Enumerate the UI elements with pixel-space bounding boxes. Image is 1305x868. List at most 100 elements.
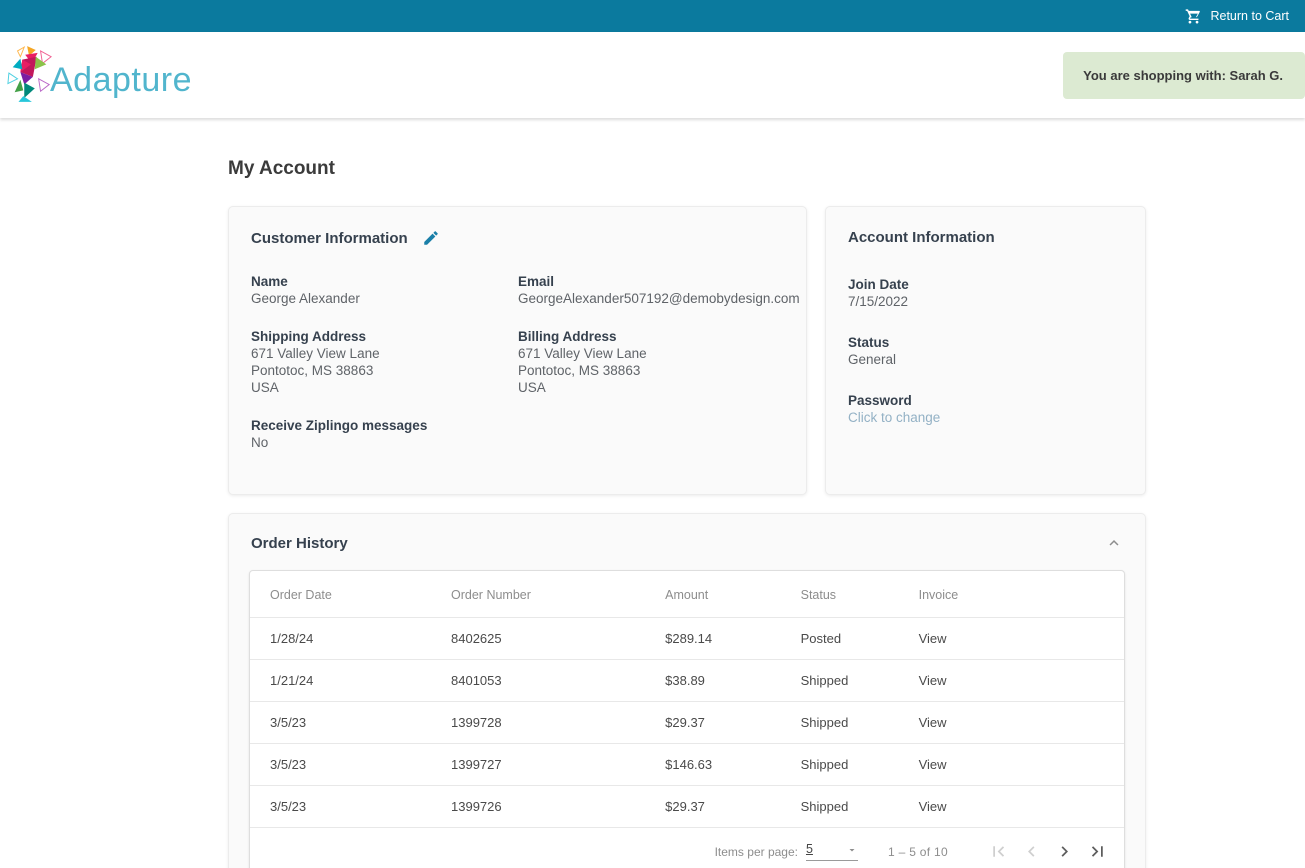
return-to-cart-button[interactable]: Return to Cart [1185, 8, 1289, 25]
logo-text: Adapture [50, 61, 192, 99]
col-order-number: Order Number [451, 588, 531, 602]
table-row: 1/28/24 8402625 $289.14 Posted View [250, 617, 1124, 660]
ziplingo-field: Receive Ziplingo messages No [251, 417, 518, 451]
order-date: 1/28/24 [250, 617, 452, 660]
dropdown-arrow-icon [849, 849, 855, 852]
name-field: Name George Alexander [251, 273, 518, 307]
password-field: Password Click to change [848, 392, 1123, 427]
chevron-right-icon [1061, 846, 1068, 857]
order-amount: $29.37 [665, 785, 801, 827]
edit-customer-info-button[interactable] [422, 229, 440, 247]
order-number: 1399728 [451, 701, 666, 744]
previous-page-button[interactable] [1015, 835, 1048, 868]
password-label: Password [848, 393, 912, 408]
name-label: Name [251, 274, 288, 289]
status-value: General [848, 352, 897, 367]
site-header: Adapture You are shopping with: Sarah G. [0, 32, 1305, 118]
first-page-button[interactable] [982, 835, 1015, 868]
billing-line-3: USA [518, 380, 546, 395]
items-per-page-value: 5 [805, 842, 813, 856]
name-value: George Alexander [251, 291, 360, 306]
billing-address-field: Billing Address 671 Valley View Lane Pon… [518, 328, 800, 396]
customer-information-card: Customer Information Name George Alexand… [228, 206, 807, 495]
col-order-date: Order Date [270, 588, 332, 602]
items-per-page-label: Items per page: [714, 844, 798, 859]
shipping-line-2: Pontotoc, MS 38863 [251, 363, 374, 378]
chevron-left-icon [1028, 846, 1035, 857]
collapse-order-history-button[interactable] [1105, 534, 1123, 552]
order-status: Shipped [800, 785, 919, 827]
email-value: GeorgeAlexander507192@demobydesign.com [518, 291, 800, 306]
pagination-range: 1 – 5 of 10 [887, 844, 948, 859]
email-field: Email GeorgeAlexander507192@demobydesign… [518, 273, 800, 307]
order-date: 3/5/23 [250, 785, 452, 827]
customer-information-title: Customer Information [251, 229, 408, 247]
join-date-value: 7/15/2022 [848, 294, 909, 309]
return-to-cart-label: Return to Cart [1210, 9, 1289, 23]
table-header-row: Order Date Order Number Amount Status In… [250, 571, 1124, 618]
last-page-icon [1091, 846, 1103, 857]
order-number: 1399727 [451, 743, 666, 786]
order-status: Shipped [800, 659, 919, 702]
pagination-bar: Items per page: 5 1 – 5 of 10 [250, 827, 1124, 868]
cart-icon [1185, 8, 1202, 25]
table-row: 3/5/23 1399727 $146.63 Shipped View [250, 743, 1124, 786]
table-row: 3/5/23 1399728 $29.37 Shipped View [250, 701, 1124, 744]
order-number: 8401053 [451, 659, 666, 702]
view-invoice-link[interactable]: View [918, 743, 1124, 786]
chevron-up-icon [1109, 540, 1119, 546]
order-amount: $289.14 [665, 617, 801, 660]
main-content: My Account Customer Information Name Geo… [228, 158, 1146, 868]
table-row: 1/21/24 8401053 $38.89 Shipped View [250, 659, 1124, 702]
view-invoice-link[interactable]: View [918, 785, 1124, 827]
join-date-field: Join Date 7/15/2022 [848, 276, 1123, 310]
shipping-line-1: 671 Valley View Lane [251, 346, 380, 361]
order-number: 1399726 [451, 785, 666, 827]
billing-address-label: Billing Address [518, 329, 617, 344]
account-information-title: Account Information [848, 229, 995, 246]
order-status: Shipped [800, 743, 919, 786]
ziplingo-label: Receive Ziplingo messages [251, 418, 428, 433]
order-date: 3/5/23 [250, 701, 452, 744]
top-bar: Return to Cart [0, 0, 1305, 32]
view-invoice-link[interactable]: View [918, 701, 1124, 744]
view-invoice-link[interactable]: View [918, 617, 1124, 660]
order-date: 1/21/24 [250, 659, 452, 702]
col-invoice: Invoice [918, 588, 959, 602]
order-amount: $146.63 [665, 743, 801, 786]
next-page-button[interactable] [1048, 835, 1081, 868]
items-per-page-select[interactable]: 5 [805, 842, 858, 861]
order-amount: $38.89 [665, 659, 801, 702]
order-history-card: Order History Order Date Order Number Am… [228, 513, 1146, 868]
pencil-icon [423, 231, 438, 245]
order-status: Posted [800, 617, 919, 660]
shopping-with-text: You are shopping with: Sarah G. [1083, 68, 1283, 83]
page-title: My Account [228, 158, 335, 179]
order-status: Shipped [800, 701, 919, 744]
billing-line-1: 671 Valley View Lane [518, 346, 647, 361]
order-history-table: Order Date Order Number Amount Status In… [249, 570, 1125, 868]
change-password-link[interactable]: Click to change [848, 410, 941, 425]
order-amount: $29.37 [665, 701, 801, 744]
status-label: Status [848, 335, 890, 350]
order-date: 3/5/23 [250, 743, 452, 786]
shipping-line-3: USA [251, 380, 279, 395]
account-information-card: Account Information Join Date 7/15/2022 … [825, 206, 1146, 495]
table-row: 3/5/23 1399726 $29.37 Shipped View [250, 785, 1124, 827]
shopping-with-badge: You are shopping with: Sarah G. [1063, 52, 1305, 99]
view-invoice-link[interactable]: View [918, 659, 1124, 702]
order-history-title: Order History [251, 534, 348, 552]
shipping-address-field: Shipping Address 671 Valley View Lane Po… [251, 328, 518, 396]
adapture-logo[interactable]: Adapture [6, 42, 192, 106]
ziplingo-value: No [251, 435, 269, 450]
logo-runner-icon [6, 42, 54, 106]
first-page-icon [993, 846, 1005, 857]
col-amount: Amount [665, 588, 709, 602]
order-number: 8402625 [451, 617, 666, 660]
shipping-address-label: Shipping Address [251, 329, 367, 344]
last-page-button[interactable] [1081, 835, 1114, 868]
status-field: Status General [848, 334, 1123, 368]
email-label: Email [518, 274, 555, 289]
join-date-label: Join Date [848, 277, 909, 292]
col-status: Status [800, 588, 837, 602]
